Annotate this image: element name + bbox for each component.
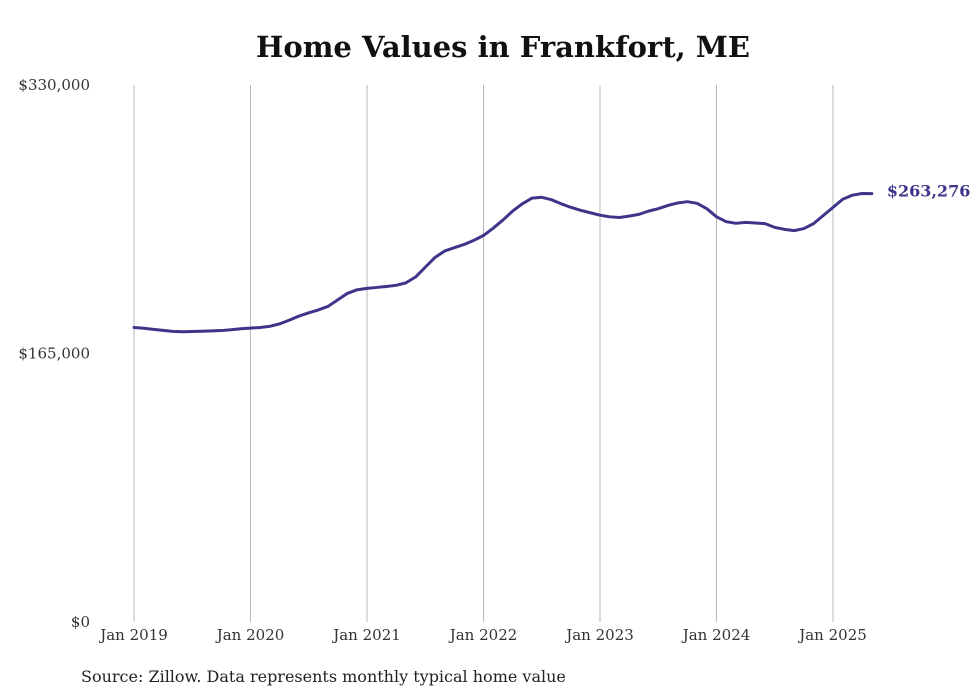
x-tick-label: Jan 2024 [681,626,751,644]
x-tick-label: Jan 2020 [215,626,285,644]
x-tick-label: Jan 2021 [331,626,401,644]
y-tick-label: $330,000 [18,76,90,94]
x-tick-label: Jan 2022 [448,626,518,644]
series-line [132,192,874,334]
x-tick-label: Jan 2023 [564,626,634,644]
end-value-label: $263,276 [887,182,971,201]
y-tick-label: $165,000 [18,345,90,363]
y-tick-label: $0 [71,613,90,631]
source-note: Source: Zillow. Data represents monthly … [81,667,566,686]
chart-title: Home Values in Frankfort, ME [256,30,750,64]
x-tick-label: Jan 2025 [797,626,867,644]
x-tick-label: Jan 2019 [98,626,168,644]
